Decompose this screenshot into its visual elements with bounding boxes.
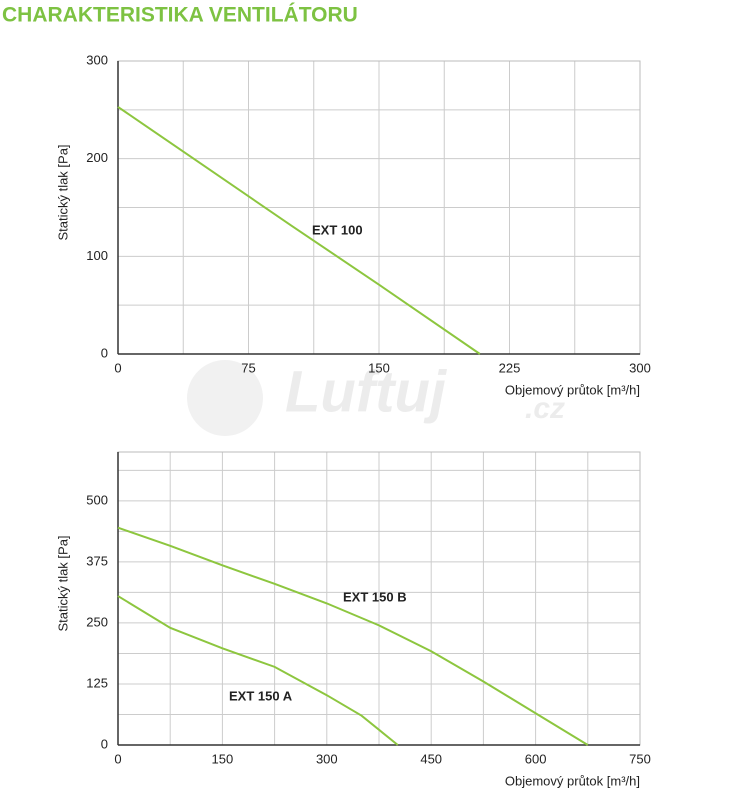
- y-tick-label: 250: [86, 614, 108, 629]
- x-tick-label: 150: [212, 751, 234, 766]
- y-tick-label: 100: [86, 248, 108, 263]
- x-tick-label: 0: [114, 360, 121, 375]
- x-axis-label: Objemový průtok [m³/h]: [505, 382, 640, 397]
- y-tick-label: 125: [86, 675, 108, 690]
- x-tick-label: 75: [241, 360, 255, 375]
- watermark-logo: [187, 360, 263, 436]
- x-tick-label: 150: [368, 360, 390, 375]
- series-label: EXT 150 A: [229, 688, 293, 703]
- y-tick-label: 200: [86, 150, 108, 165]
- x-tick-label: 225: [499, 360, 521, 375]
- watermark-name: Luftuj: [285, 359, 448, 424]
- series-line: [117, 106, 481, 355]
- series-line: [117, 526, 589, 746]
- x-tick-label: 0: [114, 751, 121, 766]
- x-tick-label: 450: [420, 751, 442, 766]
- y-axis-label: Statický tlak [Pa]: [55, 535, 70, 631]
- y-tick-label: 0: [101, 345, 108, 360]
- watermark-domain: .cz: [525, 392, 565, 425]
- series-label: EXT 150 B: [343, 589, 407, 604]
- watermark: Luftuj .cz: [187, 359, 565, 436]
- series-label: EXT 100: [312, 222, 363, 237]
- y-axis-label: Statický tlak [Pa]: [55, 144, 70, 240]
- x-axis-label: Objemový průtok [m³/h]: [505, 773, 640, 788]
- y-tick-label: 500: [86, 492, 108, 507]
- x-tick-label: 300: [629, 360, 651, 375]
- x-tick-label: 300: [316, 751, 338, 766]
- x-tick-label: 750: [629, 751, 651, 766]
- page-title: CHARAKTERISTIKA VENTILÁTORU: [2, 4, 358, 27]
- y-tick-label: 300: [86, 52, 108, 67]
- y-tick-label: 0: [101, 736, 108, 751]
- y-tick-label: 375: [86, 553, 108, 568]
- x-tick-label: 600: [525, 751, 547, 766]
- series-line: [117, 595, 399, 746]
